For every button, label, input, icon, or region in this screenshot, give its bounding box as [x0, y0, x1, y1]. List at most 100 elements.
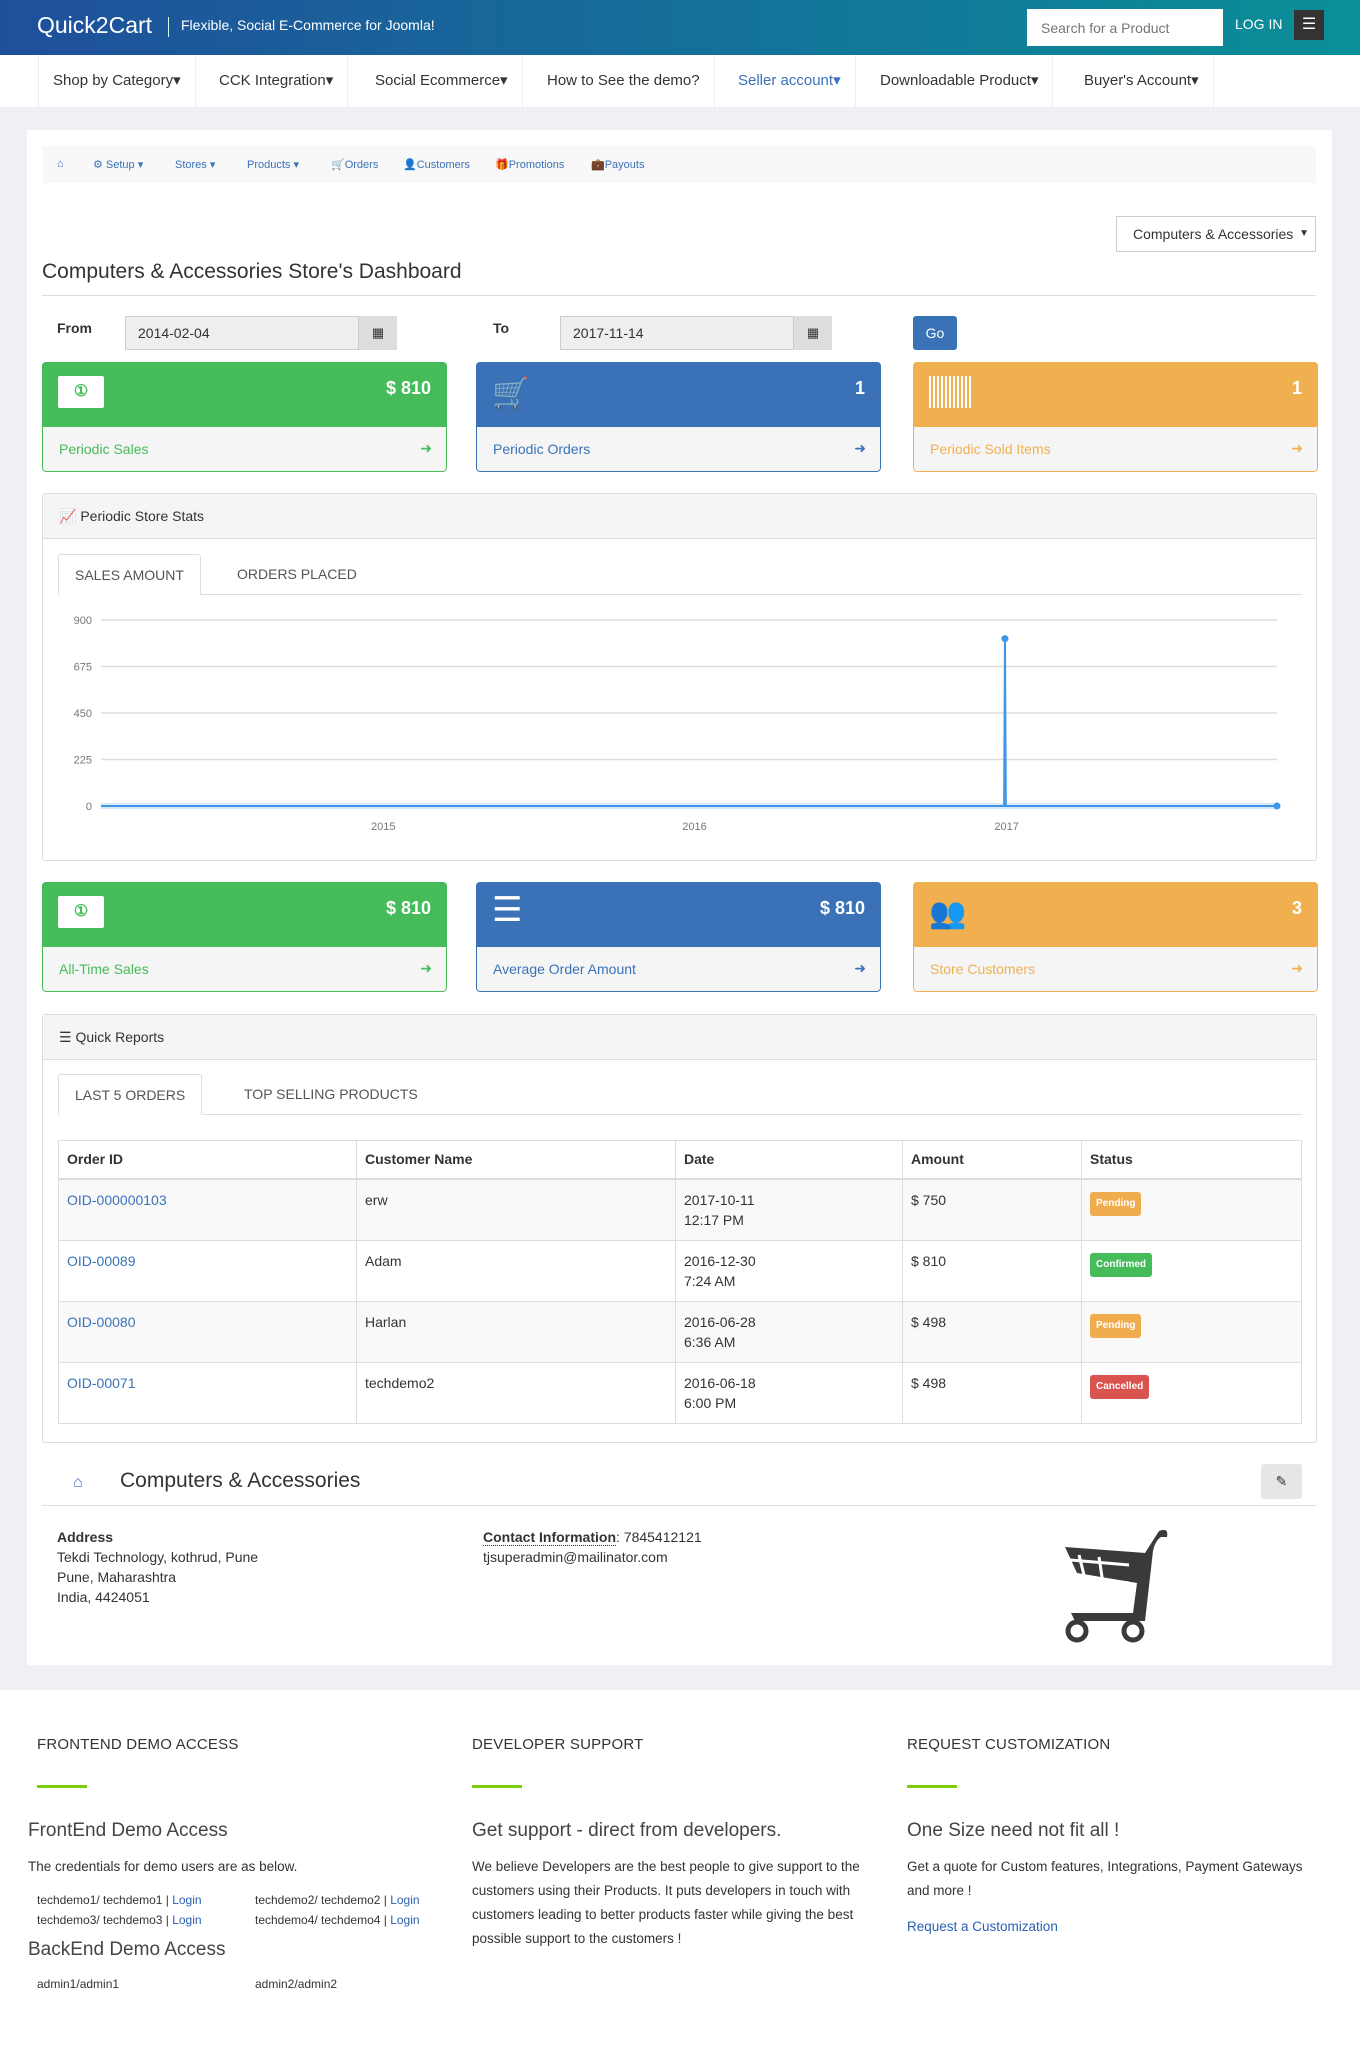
status-badge: Confirmed	[1090, 1252, 1152, 1277]
subnav-setup[interactable]: ⚙ Setup ▾	[93, 159, 144, 171]
periodic-sold-items-card[interactable]: 1 Periodic Sold Items ➜	[913, 362, 1318, 472]
order-link[interactable]: OID-00080	[67, 1313, 136, 1330]
nav-cck-integration[interactable]: CCK Integration▾	[205, 55, 349, 107]
order-link[interactable]: OID-00071	[67, 1374, 136, 1391]
date: 2016-12-30	[684, 1252, 756, 1269]
footer-heading: DEVELOPER SUPPORT	[472, 1736, 644, 1753]
divider	[907, 1785, 957, 1788]
link-text[interactable]: Request a Customization	[907, 1919, 1058, 1934]
store-cart-image	[1058, 1529, 1168, 1643]
calendar-icon[interactable]: ▦	[359, 316, 397, 350]
edit-icon[interactable]: ✎	[1261, 1464, 1302, 1499]
to-date-input[interactable]: 2017-11-14	[560, 316, 794, 350]
subnav-promotions[interactable]: 🎁Promotions	[495, 159, 565, 171]
nav-seller-account[interactable]: Seller account▾	[724, 55, 856, 107]
subnav-customers[interactable]: 👤Customers	[403, 159, 470, 171]
periodic-store-stats-panel: 📈 Periodic Store Stats SALES AMOUNT ORDE…	[42, 493, 1317, 861]
card-value: 3	[1291, 898, 1302, 918]
arrow-circle-right-icon[interactable]: ➜	[854, 960, 866, 976]
subnav-stores[interactable]: Stores ▾	[175, 159, 216, 171]
order-id-cell: OID-00071	[58, 1361, 357, 1424]
demo-cred: techdemo2/ techdemo2 | Login	[255, 1893, 420, 1907]
store-select[interactable]: Computers & Accessories ▼	[1116, 216, 1316, 252]
card-label: Periodic Sold Items	[930, 441, 1051, 457]
nav-demo[interactable]: How to See the demo?	[533, 55, 715, 107]
table-row: OID-00080 Harlan 2016-06-28 6:36 AM $ 498…	[58, 1300, 1302, 1363]
nav-buyers-account[interactable]: Buyer's Account▾	[1070, 55, 1214, 107]
home-icon: ⌂	[73, 1474, 83, 1491]
request-customization-link[interactable]: Request a Customization	[907, 1915, 1058, 1939]
logo[interactable]: Quick2Cart	[37, 12, 153, 38]
nav-label: Social Ecommerce	[375, 72, 501, 89]
hamburger-icon[interactable]: ☰	[1294, 10, 1324, 40]
nav-downloadable-product[interactable]: Downloadable Product▾	[866, 55, 1054, 107]
cred-text: techdemo3/ techdemo3 |	[37, 1913, 173, 1927]
page-title: Computers & Accessories Store's Dashboar…	[42, 260, 462, 283]
store-customers-card[interactable]: 👥 3 Store Customers ➜	[913, 882, 1318, 992]
calendar-icon[interactable]: ▦	[794, 316, 832, 350]
from-date-input[interactable]: 2014-02-04	[125, 316, 359, 350]
status-badge: Pending	[1090, 1191, 1142, 1216]
address-label: Address	[57, 1529, 114, 1545]
periodic-orders-card[interactable]: 🛒 1 Periodic Orders ➜	[476, 362, 881, 472]
barcode-icon	[929, 376, 971, 408]
time: 7:24 AM	[684, 1272, 736, 1289]
periodic-sales-card[interactable]: ① $ 810 Periodic Sales ➜	[42, 362, 447, 472]
go-button[interactable]: Go	[913, 316, 957, 350]
address-line: Tekdi Technology, kothrud, Pune	[57, 1549, 259, 1565]
subnav-orders[interactable]: 🛒Orders	[331, 159, 379, 171]
home-icon[interactable]: ⌂	[57, 158, 64, 170]
arrow-circle-right-icon[interactable]: ➜	[420, 960, 432, 976]
arrow-circle-right-icon[interactable]: ➜	[1291, 440, 1303, 456]
card-label: Periodic Sales	[59, 441, 149, 457]
x-tick-label: 2016	[682, 821, 706, 833]
data-point	[1273, 802, 1281, 810]
status-cell: Pending	[1081, 1178, 1302, 1241]
phone: : 7845412121	[616, 1529, 702, 1545]
search-input[interactable]	[1027, 9, 1223, 46]
login-link[interactable]: Login	[172, 1913, 202, 1927]
tab-last-5-orders[interactable]: LAST 5 ORDERS	[58, 1074, 203, 1115]
arrow-circle-right-icon[interactable]: ➜	[420, 440, 432, 456]
login-link[interactable]: Login	[390, 1893, 420, 1907]
login-link[interactable]: Login	[172, 1893, 202, 1907]
divider	[42, 295, 1316, 296]
customer-cell: techdemo2	[356, 1361, 676, 1424]
tab-orders-placed[interactable]: ORDERS PLACED	[237, 566, 357, 582]
y-tick-label: 900	[74, 615, 92, 627]
order-link[interactable]: OID-000000103	[67, 1191, 167, 1208]
col-order-id[interactable]: Order ID	[58, 1140, 357, 1180]
divider	[472, 1785, 522, 1788]
customer-cell: Harlan	[356, 1300, 676, 1363]
subnav-payouts[interactable]: 💼Payouts	[591, 159, 645, 171]
card-label: All-Time Sales	[59, 961, 149, 977]
subnav-products[interactable]: Products ▾	[247, 159, 299, 171]
order-link[interactable]: OID-00089	[67, 1252, 136, 1269]
nav-shop-by-category[interactable]: Shop by Category▾	[38, 55, 196, 107]
tab-top-selling-products[interactable]: TOP SELLING PRODUCTS	[244, 1086, 418, 1102]
average-order-card[interactable]: ☰ $ 810 Average Order Amount ➜	[476, 882, 881, 992]
arrow-circle-right-icon[interactable]: ➜	[1291, 960, 1303, 976]
table-row: OID-000000103 erw 2017-10-11 12:17 PM $ 7…	[58, 1178, 1302, 1241]
login-link[interactable]: Login	[390, 1913, 420, 1927]
tab-sales-amount[interactable]: SALES AMOUNT	[58, 554, 201, 595]
divider	[42, 1505, 1316, 1506]
all-time-sales-card[interactable]: ① $ 810 All-Time Sales ➜	[42, 882, 447, 992]
order-id-cell: OID-000000103	[58, 1178, 357, 1241]
cred-text: techdemo2/ techdemo2 |	[255, 1893, 391, 1907]
card-value: $ 810	[385, 378, 431, 398]
col-status[interactable]: Status	[1081, 1140, 1302, 1180]
store-contact: Contact Information: 7845412121 tjsupera…	[483, 1527, 702, 1567]
col-date[interactable]: Date	[675, 1140, 903, 1180]
nav-social-ecommerce[interactable]: Social Ecommerce▾	[361, 55, 523, 107]
status-badge: Cancelled	[1090, 1374, 1150, 1399]
date-cell: 2016-12-30 7:24 AM	[675, 1239, 903, 1302]
status-badge: Pending	[1090, 1313, 1142, 1338]
arrow-circle-right-icon[interactable]: ➜	[854, 440, 866, 456]
nav-label: CCK Integration	[219, 72, 326, 89]
panel-title: Quick Reports	[75, 1029, 165, 1045]
col-amount[interactable]: Amount	[902, 1140, 1082, 1180]
tagline: Flexible, Social E-Commerce for Joomla!	[168, 17, 435, 37]
login-link[interactable]: LOG IN	[1235, 16, 1283, 32]
col-customer-name[interactable]: Customer Name	[356, 1140, 676, 1180]
